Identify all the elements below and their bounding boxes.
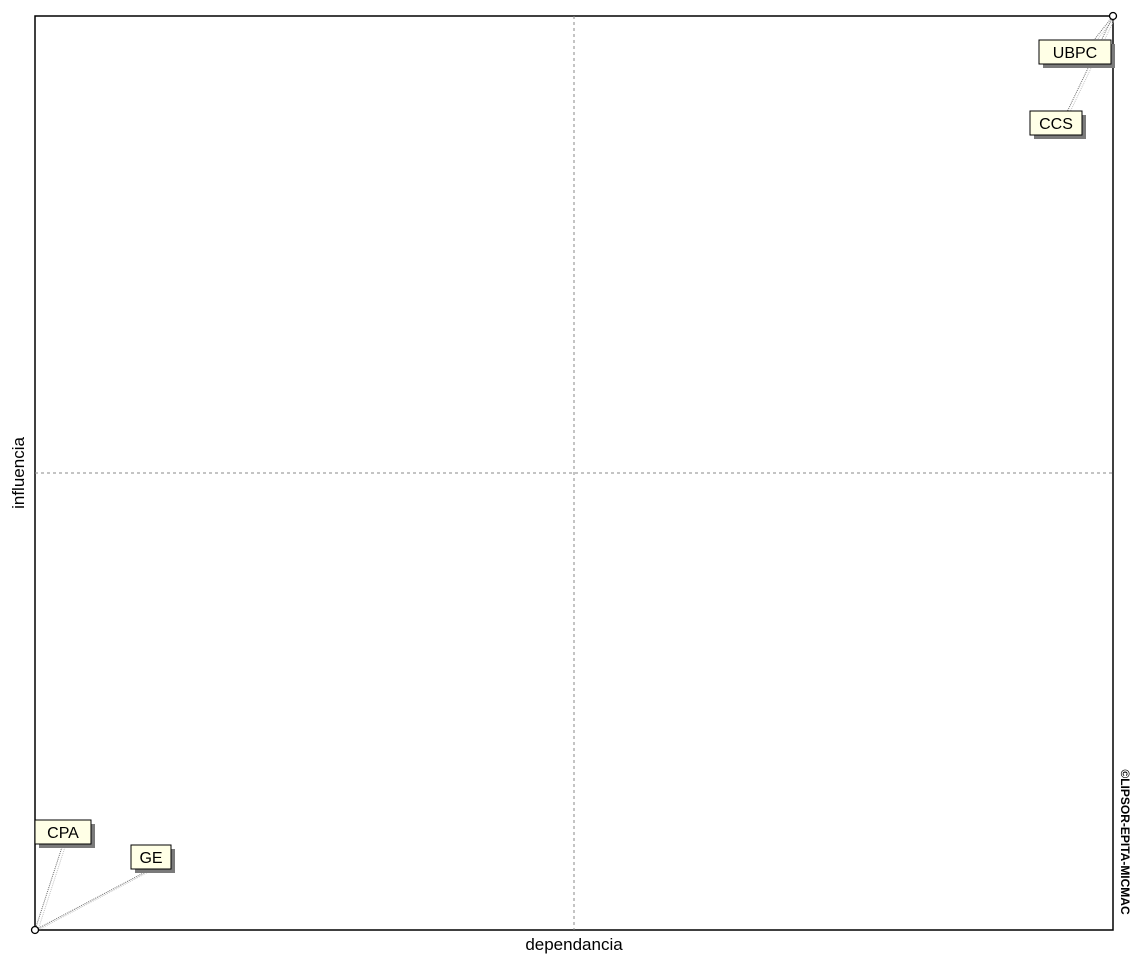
- y-axis-label: influencia: [9, 437, 28, 509]
- point-label-ccs: CCS: [1029, 110, 1086, 139]
- point-marker-ubpc: [1108, 11, 1118, 21]
- leader-line-cpa: [37, 843, 67, 931]
- label-box: [1038, 39, 1112, 65]
- label-box: [130, 844, 172, 870]
- label-text: UBPC: [1053, 45, 1097, 62]
- point-label-cpa: CPA: [34, 819, 95, 848]
- label-text: GE: [139, 850, 162, 867]
- point-label-ubpc: UBPC: [1038, 39, 1115, 68]
- watermark-text: ©LIPSOR-EPITA-MICMAC: [1118, 769, 1132, 915]
- label-box: [34, 819, 92, 845]
- point-label-ge: GE: [130, 844, 175, 873]
- label-box: [1029, 110, 1083, 136]
- label-text: CCS: [1039, 116, 1073, 133]
- x-axis-label: dependancia: [525, 935, 623, 954]
- point-labels: UBPC CCS CPA GE: [34, 39, 1115, 873]
- label-text: CPA: [47, 825, 79, 842]
- leader-line-cpa: [34, 843, 64, 931]
- point-markers: [30, 11, 1118, 935]
- point-marker-cpa: [30, 925, 40, 935]
